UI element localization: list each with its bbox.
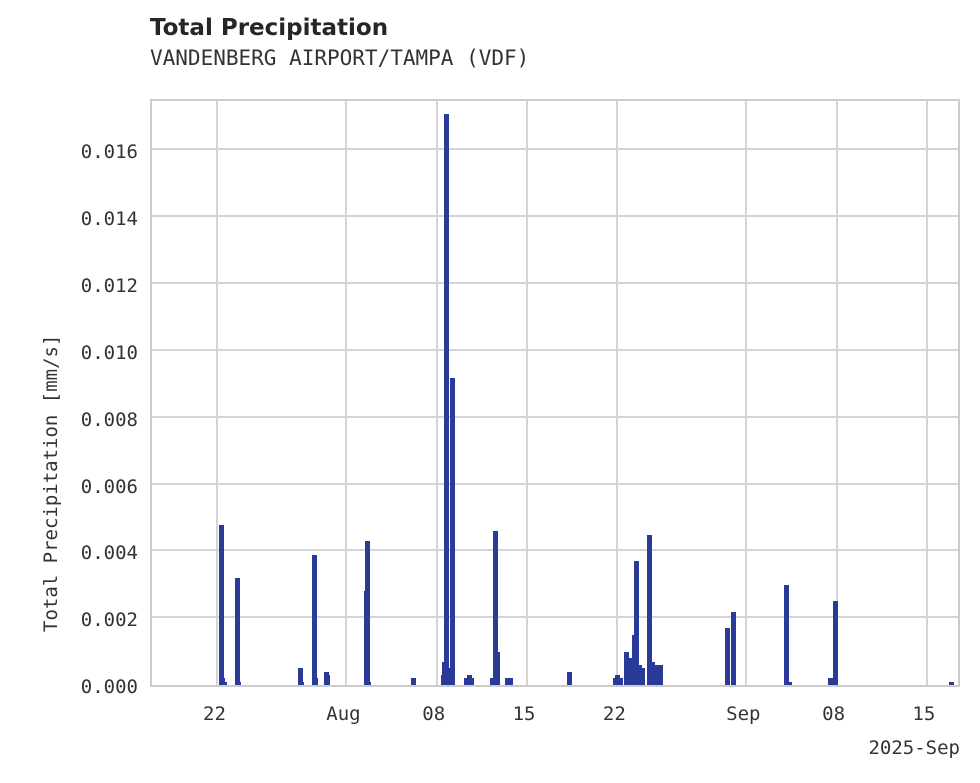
y-axis-tick-labels: 0.000 0.002 0.004 0.006 0.008 0.010 0.012 0.014… [0, 99, 138, 697]
bar [299, 681, 305, 685]
gridline-vertical [435, 101, 438, 685]
x-tick-label: 15 [512, 703, 536, 725]
bar [312, 554, 318, 685]
gridline-vertical [925, 101, 928, 685]
bar [629, 658, 635, 685]
y-tick-label: 0.010 [80, 341, 138, 364]
bar [827, 678, 833, 685]
y-tick-label: 0.004 [80, 542, 138, 565]
gridline-horizontal [152, 415, 958, 418]
bar [444, 668, 450, 685]
bar [505, 678, 511, 685]
bar [492, 531, 498, 685]
bar [443, 113, 449, 685]
bar [647, 534, 653, 685]
bar [221, 681, 227, 685]
x-tick-label: Aug [326, 703, 361, 725]
bar [617, 678, 623, 685]
gridline-vertical [835, 101, 838, 685]
y-tick-label: 0.002 [80, 609, 138, 632]
x-tick-label: Sep [726, 703, 761, 725]
bar [495, 651, 501, 685]
bar [219, 524, 225, 685]
x-tick-label: 22 [203, 703, 226, 725]
bar [235, 681, 241, 685]
bar [637, 664, 643, 685]
bar [731, 611, 737, 685]
gridline-horizontal [152, 482, 958, 485]
gridline-vertical [616, 101, 619, 685]
bar [411, 678, 417, 685]
bar [364, 541, 370, 685]
gridline-vertical [345, 101, 348, 685]
bar [466, 674, 472, 685]
bar [567, 671, 573, 685]
gridline-horizontal [152, 616, 958, 619]
gridline-vertical [745, 101, 748, 685]
bar [313, 678, 319, 685]
chart-subtitle: VANDENBERG AIRPORT/TAMPA (VDF) [150, 46, 530, 70]
bar [949, 681, 955, 685]
x-tick-label: 08 [422, 703, 446, 725]
bar [649, 661, 655, 685]
bar [297, 668, 303, 685]
plot-area [150, 99, 960, 687]
bar [220, 678, 226, 685]
gridline-horizontal [152, 282, 958, 285]
bar [833, 601, 839, 685]
bar [450, 377, 456, 685]
y-tick-label: 0.000 [80, 676, 138, 698]
bar [652, 664, 658, 685]
bar [639, 668, 645, 685]
bar [634, 561, 640, 685]
bar [469, 678, 475, 685]
x-tick-label: 15 [912, 703, 936, 725]
bar [631, 634, 637, 685]
bar [508, 678, 514, 685]
x-axis-label: 2025-Sep [868, 737, 960, 759]
gridline-horizontal [152, 215, 958, 218]
gridline-vertical [526, 101, 529, 685]
bar [234, 578, 240, 685]
title-block: Total Precipitation VANDENBERG AIRPORT/T… [150, 14, 950, 72]
y-tick-label: 0.016 [80, 141, 138, 164]
bar [786, 681, 792, 685]
x-axis-tick-labels: 22 Aug 08 15 22 Sep 08 15 [150, 703, 960, 729]
bar [657, 664, 663, 685]
bar [446, 678, 452, 685]
x-tick-label: 08 [822, 703, 846, 725]
y-tick-label: 0.008 [80, 408, 138, 431]
bar [724, 628, 730, 685]
gridline-horizontal [152, 549, 958, 552]
plot-inner [152, 101, 958, 685]
y-tick-label: 0.006 [80, 475, 138, 498]
bar [324, 674, 330, 685]
gridline-horizontal [152, 148, 958, 151]
y-tick-label: 0.014 [80, 208, 138, 231]
bar [626, 664, 632, 685]
bar [612, 678, 618, 685]
bar [490, 678, 495, 685]
bar [615, 674, 621, 685]
bar [784, 584, 790, 685]
x-tick-label: 22 [602, 703, 626, 725]
y-tick-label: 0.012 [80, 275, 138, 298]
bar [464, 678, 470, 685]
bar [624, 651, 630, 685]
bar [366, 681, 372, 685]
page-title: Total Precipitation [150, 15, 389, 41]
gridline-horizontal [152, 348, 958, 351]
gridline-vertical [216, 101, 219, 685]
